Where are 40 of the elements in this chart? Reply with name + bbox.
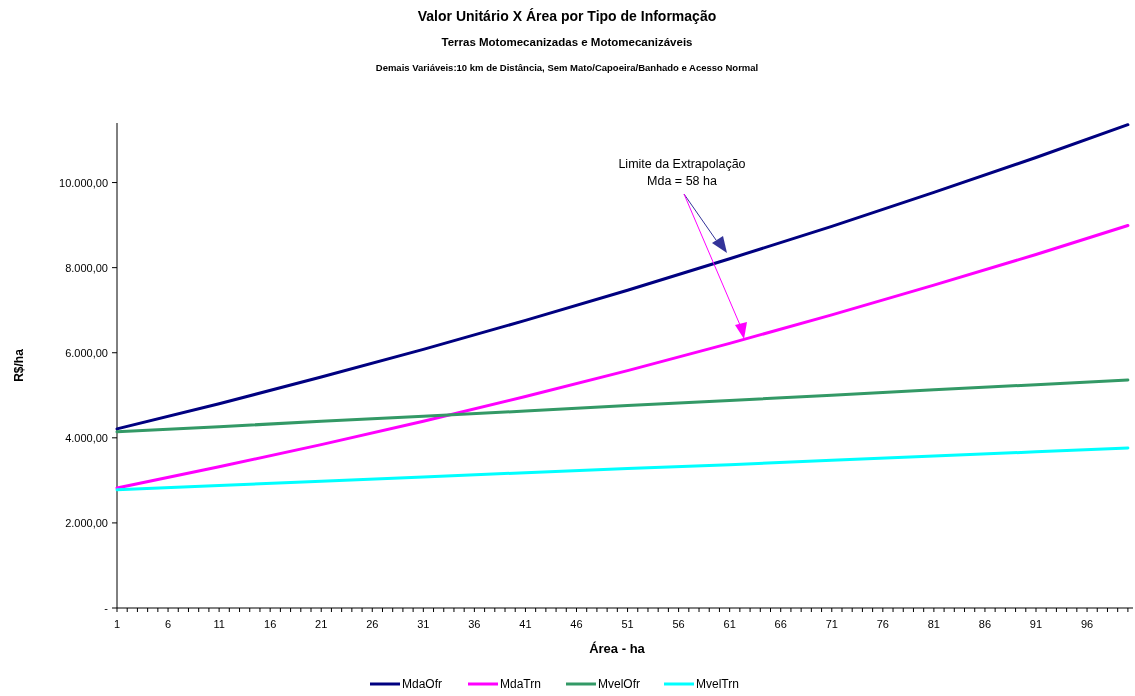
y-tick-label: 2.000,00	[65, 516, 108, 529]
x-tick-label: 76	[876, 618, 889, 630]
x-tick-label: 6	[164, 618, 172, 630]
x-tick-label: 31	[417, 618, 430, 630]
y-tick-label: -	[104, 602, 109, 614]
text: Demais Variáveis:10 km de Distância, Sem Mato/Capoeira/Banhado e Acesso Normal	[375, 62, 759, 73]
x-tick-label: 51	[621, 618, 634, 630]
y-tick-label: 6.000,00	[65, 346, 108, 359]
x-axis-title: Área - ha	[589, 641, 646, 656]
x-tick-label: 91	[1029, 618, 1043, 630]
x-tick-label: 46	[570, 618, 583, 630]
y-axis-title: R$/ha	[12, 348, 26, 382]
chart-subtitle: Terras Motomecanizadas e Motomecanizáveis	[441, 36, 693, 48]
x-tick-label: 86	[978, 618, 992, 630]
line-series	[115, 224, 1130, 490]
x-tick-label: 11	[213, 618, 225, 630]
x-tick-label: 66	[774, 618, 787, 630]
y-tick-label: 4.000,00	[65, 431, 108, 444]
x-tick-label: 61	[723, 618, 736, 630]
chart-title: Valor Unitário X Área por Tipo de Informação	[417, 8, 717, 24]
legend-label: MvelOfr	[598, 677, 640, 691]
x-tick-label: 81	[927, 618, 941, 630]
x-tick-label: 1	[113, 618, 121, 630]
y-tick-label: 10.000,00	[59, 176, 108, 189]
legend-label: MdaOfr	[402, 677, 443, 691]
line-series	[115, 446, 1130, 492]
x-tick-label: 71	[825, 618, 838, 630]
line-series	[115, 123, 1130, 431]
x-tick-label: 21	[315, 618, 328, 630]
x-tick-label: 36	[468, 618, 481, 630]
x-tick-label: 41	[519, 618, 532, 630]
legend-label: MvelTrn	[696, 677, 739, 691]
y-tick-label: 8.000,00	[65, 261, 108, 274]
x-tick-label: 56	[672, 618, 685, 630]
x-tick-label: 26	[366, 618, 379, 630]
x-tick-label: 16	[264, 618, 277, 630]
line-series	[115, 378, 1130, 434]
x-tick-label: 96	[1080, 618, 1094, 630]
annotation: Limite da Extrapolação Mda = 58 ha	[618, 157, 746, 188]
legend-label: MdaTrn	[500, 677, 541, 691]
